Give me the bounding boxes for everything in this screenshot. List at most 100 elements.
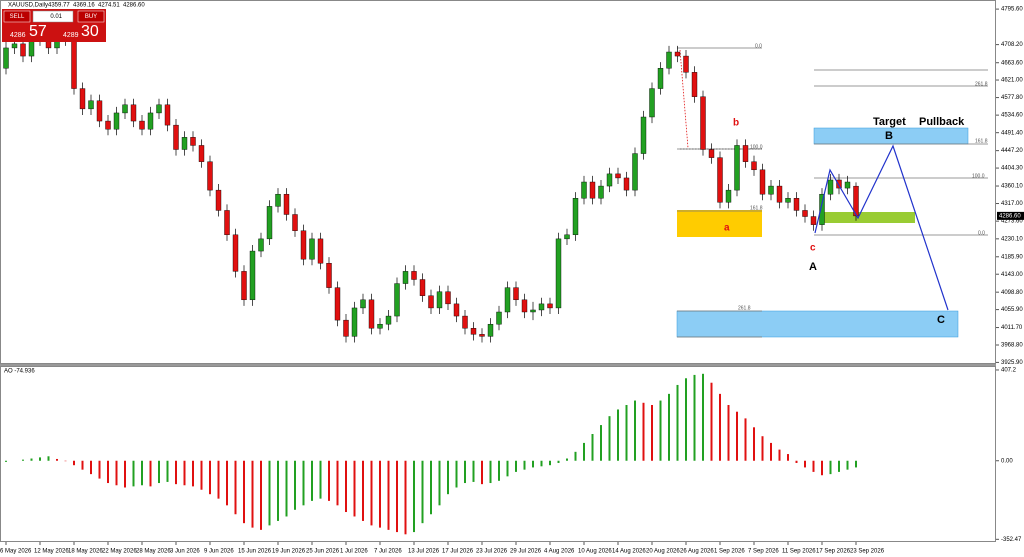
candle-body xyxy=(581,181,587,199)
candle-body xyxy=(589,181,596,199)
ao-title: AO -74.936 xyxy=(4,369,35,375)
candle-body xyxy=(88,100,94,110)
ohlc: 4369.16 xyxy=(73,3,95,9)
candle-body xyxy=(640,116,647,154)
y-tick-label: 4447.20 xyxy=(1001,148,1023,154)
fib-right xyxy=(814,69,988,236)
fib-anchor xyxy=(679,49,689,149)
candle-body xyxy=(351,307,358,337)
candle-body xyxy=(368,299,375,329)
candle-body xyxy=(572,198,579,236)
candle-body xyxy=(105,120,111,130)
candle-body xyxy=(96,100,103,122)
x-tick-label: 26 Aug 2026 xyxy=(680,549,714,555)
y-tick-label: 4708.20 xyxy=(1001,42,1023,48)
candle-body xyxy=(258,238,264,252)
ask-big: 4289 xyxy=(63,32,79,39)
candle-body xyxy=(717,157,723,203)
candle-body xyxy=(521,299,528,313)
candle-body xyxy=(224,210,230,236)
candle-body xyxy=(487,323,494,337)
candle-body xyxy=(836,179,842,189)
y-tick-label: 4404.30 xyxy=(1001,166,1023,172)
candle-body xyxy=(71,39,77,89)
ohlc: 4286.60 xyxy=(123,3,145,9)
candle-body xyxy=(742,145,749,162)
x-tick-label: 29 Jul 2026 xyxy=(510,549,542,555)
zone-entry xyxy=(820,212,915,223)
lots-field[interactable] xyxy=(32,10,74,23)
fib-label: 100.0 xyxy=(972,173,985,179)
y-tick-label: 4185.90 xyxy=(1001,254,1023,260)
y-tick-label: 4098.80 xyxy=(1001,290,1023,296)
y-tick-label: 4360.10 xyxy=(1001,184,1023,190)
x-tick-label: 19 Jun 2026 xyxy=(272,549,306,555)
candle-body xyxy=(470,328,477,335)
x-tick-label: 28 May 2026 xyxy=(136,549,171,555)
candle-body xyxy=(598,185,604,199)
buy-text: BUY xyxy=(85,14,97,20)
candle-body xyxy=(190,137,196,146)
y-tick-label: 0.00 xyxy=(1001,458,1013,464)
y-tick-label: 4534.60 xyxy=(1001,113,1023,119)
candle-body xyxy=(207,161,213,191)
zone-c xyxy=(676,310,959,338)
candle-body xyxy=(606,173,613,187)
candle-body xyxy=(147,112,154,130)
candle-body xyxy=(164,104,171,126)
candle-body xyxy=(377,323,383,329)
candle-body xyxy=(632,153,638,191)
x-tick-label: 20 Aug 2026 xyxy=(646,549,680,555)
ohlc: 4359.77 xyxy=(48,3,70,9)
candle-body xyxy=(156,104,162,114)
candle-body xyxy=(513,287,519,301)
candle-body xyxy=(674,51,681,57)
x-tick-label: 13 Jul 2026 xyxy=(408,549,440,555)
candle-body xyxy=(232,234,239,272)
y-tick-label: 4621.00 xyxy=(1001,78,1023,84)
y-tick-label: 4011.70 xyxy=(1001,325,1023,331)
candle-body xyxy=(402,271,409,284)
y-tick-label: 4230.10 xyxy=(1001,236,1023,242)
candle-body xyxy=(215,189,222,211)
trade-panel: SELL 0.01 BUY 4286 57 4289 30 xyxy=(2,9,106,42)
candle-body xyxy=(555,238,562,309)
candle-body xyxy=(496,311,502,325)
fib-label: 161.8 xyxy=(750,205,763,211)
ohlc: 4274.51 xyxy=(98,3,120,9)
wave-label: C xyxy=(937,314,945,326)
x-tick-label: 22 May 2026 xyxy=(102,549,137,555)
zone-a xyxy=(677,210,762,237)
candle-body xyxy=(79,88,86,110)
x-tick-label: 25 Jun 2026 xyxy=(306,549,340,555)
x-tick-label: 7 Jul 2026 xyxy=(374,549,402,555)
x-tick-label: 4 Aug 2026 xyxy=(544,549,575,555)
x-tick-label: 15 Jun 2026 xyxy=(238,549,272,555)
ask-pips: 30 xyxy=(81,23,99,40)
x-tick-label: 23 Sep 2026 xyxy=(850,549,885,555)
sell-button[interactable] xyxy=(3,10,31,23)
buy-button[interactable] xyxy=(77,10,105,23)
candle-body xyxy=(827,179,834,195)
x-tick-label: 9 Jun 2026 xyxy=(204,549,234,555)
wave-label: a xyxy=(724,223,730,234)
wave-label: A xyxy=(809,261,817,273)
candle-body xyxy=(130,104,137,122)
x-tick-label: 17 Jul 2026 xyxy=(442,549,474,555)
bid-pips: 57 xyxy=(29,23,47,40)
y-tick-label: 3925.90 xyxy=(1001,360,1023,366)
candle-body xyxy=(691,72,698,97)
candle-body xyxy=(181,137,188,150)
candle-body xyxy=(759,169,766,195)
candle-body xyxy=(122,104,128,114)
candle-body xyxy=(504,287,511,313)
candle-body xyxy=(462,315,468,329)
candle-body xyxy=(725,189,732,203)
wave-label: c xyxy=(810,243,816,254)
x-tick-label: 3 Jun 2026 xyxy=(170,549,200,555)
candle-body xyxy=(249,250,256,301)
candle-body xyxy=(28,39,35,57)
candle-body xyxy=(266,206,273,240)
x-tick-label: 1 Sep 2026 xyxy=(714,549,745,555)
candle-body xyxy=(768,185,774,195)
